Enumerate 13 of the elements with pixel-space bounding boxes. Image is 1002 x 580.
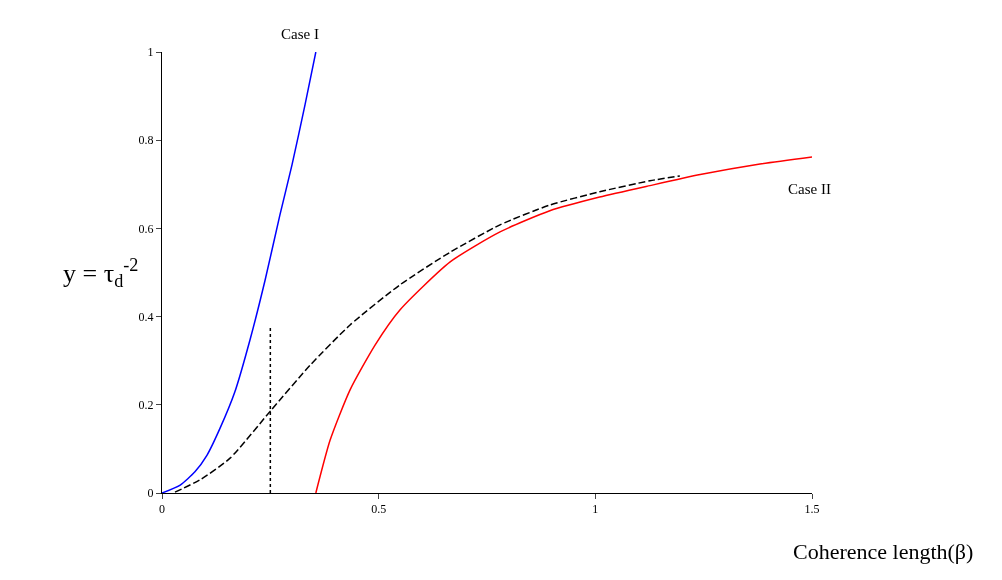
- y-tick-label: 0.6: [138, 221, 154, 236]
- x-tick-label: 0: [159, 502, 165, 517]
- y-tick-label: 0.4: [138, 309, 154, 324]
- y-tick-label: 1: [147, 45, 154, 60]
- y-tick-label: 0.2: [138, 398, 154, 412]
- x-tick-label: 1: [592, 502, 599, 517]
- y-tick-label: 0: [147, 486, 154, 501]
- annotation: Case II: [788, 181, 831, 197]
- x-tick-label: 0.5: [371, 502, 387, 517]
- x-axis-title: Coherence length(β): [793, 539, 974, 564]
- y-tick-label: 0.8: [138, 133, 154, 148]
- x-tick-label: 1.5: [804, 502, 820, 517]
- annotation: Case I: [281, 26, 319, 42]
